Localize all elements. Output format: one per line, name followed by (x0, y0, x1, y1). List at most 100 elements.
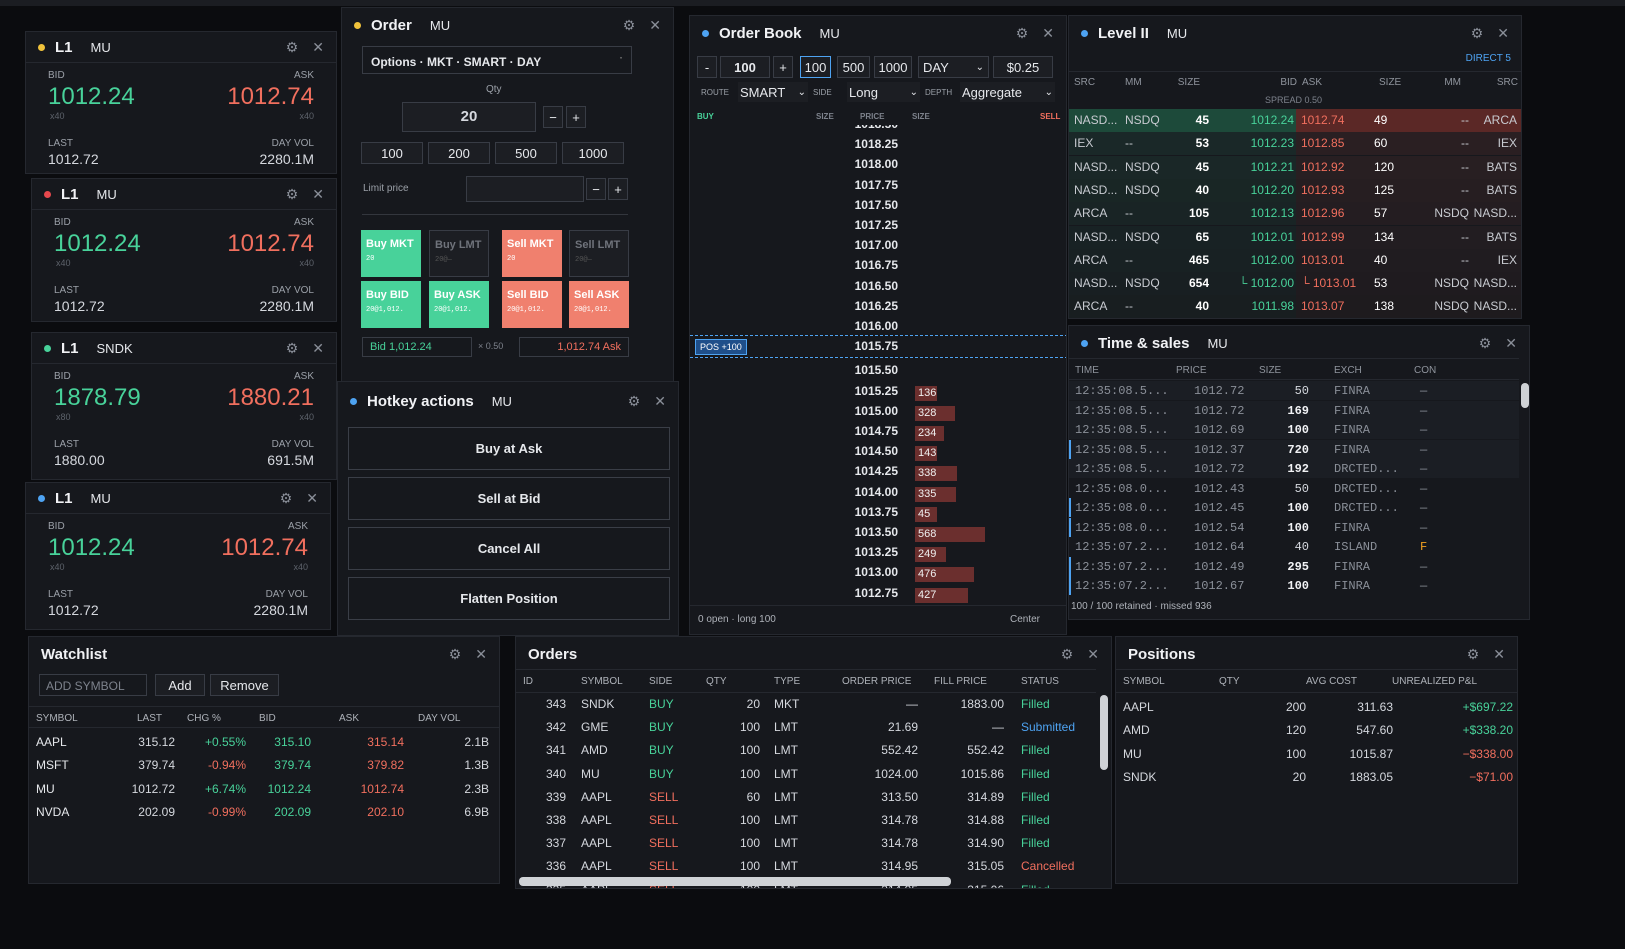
ladder-row[interactable]: 1018.50 (690, 125, 1066, 137)
ladder-row[interactable]: 1012.75 427 (690, 586, 1066, 606)
gear-icon[interactable]: ⚙ (285, 38, 299, 55)
ladder-row[interactable]: 1013.25 249 (690, 545, 1066, 565)
l2-row[interactable]: ARCA -- 40 1011.98 1013.07 138 NSDQ NASD... (1069, 295, 1521, 318)
position-row[interactable]: AAPL 200 311.63 +$697.22 (1116, 696, 1517, 719)
gear-icon[interactable]: ⚙ (627, 392, 641, 409)
ladder-row[interactable]: 1014.50 143 (690, 444, 1066, 464)
ask-price[interactable]: 1012.74 (227, 230, 314, 257)
l2-row[interactable]: NASD... NSDQ 654 └ 1012.00 └ 1013.01 53 NSDQ NA… (1069, 272, 1521, 296)
size-preset-button[interactable]: 1000 (874, 56, 912, 78)
close-icon[interactable]: ✕ (312, 185, 324, 202)
size-preset-button[interactable]: 500 (837, 56, 870, 78)
qty-preset-button[interactable]: 100 (361, 142, 423, 164)
bid-price[interactable]: 1012.24 (54, 230, 141, 257)
l2-row[interactable]: NASD... NSDQ 65 1012.01 1012.99 134 -- BATS (1069, 225, 1521, 249)
ladder-row[interactable]: 1016.25 (690, 299, 1066, 319)
close-icon[interactable]: ✕ (312, 339, 324, 356)
bid-price[interactable]: 1012.24 (48, 534, 135, 561)
gear-icon[interactable]: ⚙ (279, 489, 293, 506)
ladder-row[interactable]: 1016.50 (690, 279, 1066, 299)
close-icon[interactable]: ✕ (1087, 645, 1099, 662)
l2-row[interactable]: NASD... NSDQ 40 1012.20 1012.93 125 -- BATS (1069, 178, 1521, 202)
ladder-row[interactable]: 1016.00 (690, 319, 1066, 339)
ask-price[interactable]: 1012.74 (221, 534, 308, 561)
qty-decrement-button[interactable]: - (697, 56, 717, 78)
close-icon[interactable]: ✕ (1497, 24, 1509, 41)
watchlist-row[interactable]: MU 1012.72 +6.74% 1012.24 1012.74 2.3B (29, 778, 499, 801)
qty-increment-button[interactable]: + (773, 56, 793, 78)
ladder-row[interactable]: 1015.75 POS +100 (690, 335, 1066, 359)
sell-bid-button[interactable]: Sell BID 20@1,012. (502, 281, 562, 328)
order-type-select[interactable]: Options · MKT · SMART · DAY · (362, 46, 632, 74)
sell-lmt-button[interactable]: Sell LMT 20@— (569, 230, 629, 277)
ts-list[interactable]: 12:35:08.5... 1012.72 50 FINRA —12:35:08.5..… (1069, 381, 1519, 596)
order-row[interactable]: 337 AAPL SELL 100 LMT 314.78 314.90 Filled (516, 833, 1096, 856)
close-icon[interactable]: ✕ (654, 392, 666, 409)
close-icon[interactable]: ✕ (306, 489, 318, 506)
qty-preset-button[interactable]: 200 (428, 142, 490, 164)
ladder-row[interactable]: 1013.75 45 (690, 505, 1066, 525)
close-icon[interactable]: ✕ (312, 38, 324, 55)
sell-mkt-button[interactable]: Sell MKT 20 (502, 230, 562, 277)
position-row[interactable]: SNDK 20 1883.05 −$71.00 (1116, 766, 1517, 789)
ladder-row[interactable]: 1013.50 568 (690, 525, 1066, 545)
vertical-scrollbar[interactable] (1100, 695, 1108, 770)
l2-row[interactable]: NASD... NSDQ 45 1012.24 1012.74 49 -- ARCA (1069, 109, 1521, 132)
depth-select[interactable]: Aggregate ⌄ (960, 82, 1055, 102)
qty-increment-button[interactable]: + (566, 106, 586, 128)
gear-icon[interactable]: ⚙ (285, 339, 299, 356)
limit-price-input[interactable] (466, 176, 584, 202)
ladder-row[interactable]: 1016.75 (690, 258, 1066, 278)
sell-at-bid-button[interactable]: Sell at Bid (348, 477, 670, 520)
order-row[interactable]: 342 GME BUY 100 LMT 21.69 — Submitted (516, 717, 1096, 740)
cancel-all-button[interactable]: Cancel All (348, 527, 670, 570)
add-symbol-input[interactable]: ADD SYMBOL (39, 674, 147, 696)
add-button[interactable]: Add (155, 674, 205, 696)
bid-price[interactable]: 1878.79 (54, 384, 141, 411)
orders-list[interactable]: 343 SNDK BUY 20 MKT — 1883.00 Filled 342 GME BUY 10… (516, 694, 1096, 888)
ask-price[interactable]: 1880.21 (227, 384, 314, 411)
watchlist-row[interactable]: NVDA 202.09 -0.99% 202.09 202.10 6.9B (29, 801, 499, 824)
close-icon[interactable]: ✕ (1505, 334, 1517, 351)
qty-decrement-button[interactable]: − (543, 106, 563, 128)
qty-input[interactable]: 100 (720, 56, 770, 78)
route-select[interactable]: SMART ⌄ (738, 82, 808, 102)
flatten-position-button[interactable]: Flatten Position (348, 577, 670, 620)
ladder-row[interactable]: 1014.00 335 (690, 485, 1066, 505)
ladder-row[interactable]: 1013.00 476 (690, 565, 1066, 585)
order-row[interactable]: 340 MU BUY 100 LMT 1024.00 1015.86 Filled (516, 764, 1096, 787)
ask-price[interactable]: 1012.74 (227, 83, 314, 110)
position-row[interactable]: MU 100 1015.87 −$338.00 (1116, 743, 1517, 766)
bid-price[interactable]: 1012.24 (48, 83, 135, 110)
sell-ask-button[interactable]: Sell ASK 20@1,012. (569, 281, 629, 328)
gear-icon[interactable]: ⚙ (622, 16, 636, 33)
ladder-row[interactable]: 1015.25 136 (690, 384, 1066, 404)
order-row[interactable]: 339 AAPL SELL 60 LMT 313.50 314.89 Filled (516, 787, 1096, 810)
ladder[interactable]: 1018.50 1018.25 1018.00 1017.75 1017.50 1017.… (690, 125, 1066, 607)
buy-at-ask-button[interactable]: Buy at Ask (348, 427, 670, 470)
qty-preset-button[interactable]: 1000 (562, 142, 624, 164)
buy-ask-button[interactable]: Buy ASK 20@1,012. (429, 281, 489, 328)
tif-select[interactable]: DAY ⌄ (918, 56, 989, 78)
ladder-row[interactable]: 1014.75 234 (690, 424, 1066, 444)
order-row[interactable]: 336 AAPL SELL 100 LMT 314.95 315.05 Cancelled (516, 856, 1096, 879)
ladder-row[interactable]: 1017.00 (690, 238, 1066, 258)
ladder-row[interactable]: 1014.25 338 (690, 464, 1066, 484)
remove-button[interactable]: Remove (210, 674, 279, 696)
watchlist-row[interactable]: AAPL 315.12 +0.55% 315.10 315.14 2.1B (29, 731, 499, 754)
close-icon[interactable]: ✕ (1493, 645, 1505, 662)
horizontal-scrollbar[interactable] (519, 877, 951, 886)
qty-preset-button[interactable]: 500 (495, 142, 557, 164)
buy-lmt-button[interactable]: Buy LMT 20@— (429, 230, 489, 277)
gear-icon[interactable]: ⚙ (1466, 645, 1480, 662)
l2-row[interactable]: ARCA -- 465 1012.00 1013.01 40 -- IEX (1069, 248, 1521, 272)
gear-icon[interactable]: ⚙ (1478, 334, 1492, 351)
ladder-row[interactable]: 1018.25 (690, 137, 1066, 157)
gear-icon[interactable]: ⚙ (1015, 24, 1029, 41)
bid-box[interactable]: Bid 1,012.24 (362, 337, 472, 357)
limit-decrement-button[interactable]: − (586, 178, 606, 200)
ladder-row[interactable]: 1017.25 (690, 218, 1066, 238)
close-icon[interactable]: ✕ (1042, 24, 1054, 41)
ask-box[interactable]: 1,012.74 Ask (519, 337, 629, 357)
close-icon[interactable]: ✕ (649, 16, 661, 33)
